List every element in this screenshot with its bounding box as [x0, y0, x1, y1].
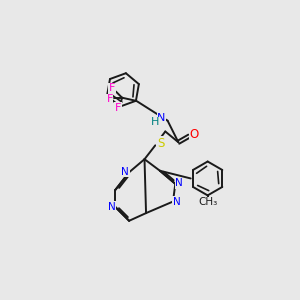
Text: N: N: [157, 113, 166, 123]
Text: F: F: [109, 83, 115, 94]
Text: N: N: [107, 202, 115, 212]
Text: H: H: [151, 117, 160, 127]
Text: F: F: [106, 94, 113, 104]
Text: O: O: [189, 128, 198, 141]
Text: CH₃: CH₃: [198, 197, 217, 207]
Text: F: F: [115, 103, 122, 113]
Text: N: N: [173, 196, 181, 206]
Text: N: N: [175, 178, 183, 188]
Text: S: S: [157, 136, 164, 149]
Text: N: N: [122, 167, 129, 176]
